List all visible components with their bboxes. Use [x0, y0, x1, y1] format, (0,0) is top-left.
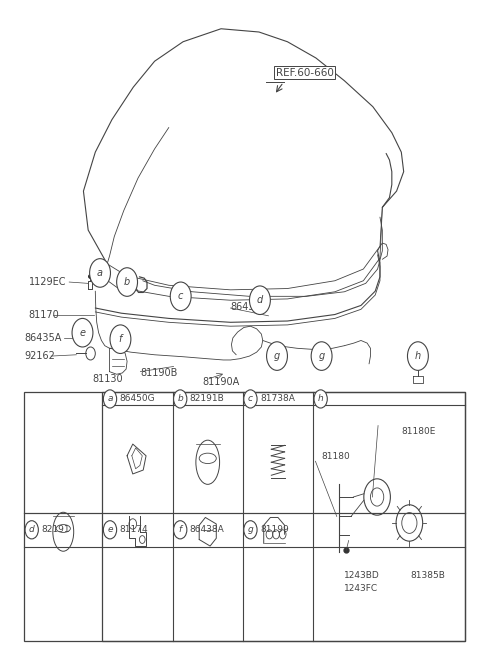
Circle shape: [25, 521, 38, 539]
Text: 1129EC: 1129EC: [29, 277, 66, 287]
Text: b: b: [177, 394, 183, 403]
Text: f: f: [179, 525, 182, 534]
Circle shape: [170, 282, 191, 310]
Text: d: d: [257, 295, 263, 305]
Text: 81385B: 81385B: [411, 571, 445, 580]
Circle shape: [72, 318, 93, 347]
Text: 86430: 86430: [230, 302, 261, 312]
Circle shape: [174, 521, 187, 539]
Circle shape: [314, 390, 327, 408]
Text: 81738A: 81738A: [260, 394, 295, 403]
Text: e: e: [107, 525, 113, 534]
Text: 81190B: 81190B: [140, 368, 178, 378]
Circle shape: [110, 325, 131, 354]
Text: 1243FC: 1243FC: [344, 584, 379, 593]
Text: g: g: [248, 525, 253, 534]
Text: 81190A: 81190A: [202, 377, 240, 387]
Circle shape: [311, 342, 332, 370]
Text: REF.60-660: REF.60-660: [276, 68, 334, 78]
Text: h: h: [318, 394, 324, 403]
Bar: [102, 392, 466, 641]
Circle shape: [244, 390, 257, 408]
Text: 82191B: 82191B: [190, 394, 225, 403]
Text: 81180E: 81180E: [401, 427, 436, 436]
Text: c: c: [248, 394, 253, 403]
Text: 86450G: 86450G: [120, 394, 155, 403]
Circle shape: [117, 268, 137, 296]
Text: 82191: 82191: [41, 525, 70, 534]
Text: 81174: 81174: [120, 525, 148, 534]
Circle shape: [174, 390, 187, 408]
Circle shape: [408, 342, 428, 370]
Text: h: h: [415, 351, 421, 361]
Text: g: g: [318, 351, 325, 361]
Text: 81199: 81199: [260, 525, 288, 534]
Circle shape: [250, 286, 270, 314]
Bar: [24, 392, 466, 641]
Circle shape: [266, 342, 288, 370]
Text: g: g: [274, 351, 280, 361]
Circle shape: [103, 390, 117, 408]
Text: a: a: [107, 394, 113, 403]
Text: 81130: 81130: [92, 375, 122, 384]
Text: d: d: [29, 525, 35, 534]
Text: 92162: 92162: [24, 351, 55, 361]
Text: f: f: [119, 334, 122, 344]
Circle shape: [90, 259, 110, 288]
Text: 1243BD: 1243BD: [344, 571, 380, 580]
Circle shape: [244, 521, 257, 539]
Text: 86435A: 86435A: [24, 333, 61, 343]
Text: c: c: [178, 291, 183, 301]
Text: a: a: [97, 268, 103, 278]
Text: 81170: 81170: [29, 310, 60, 320]
Circle shape: [103, 521, 117, 539]
Text: 86438A: 86438A: [190, 525, 225, 534]
Text: b: b: [124, 277, 130, 287]
Text: e: e: [80, 328, 85, 338]
Text: 81180: 81180: [322, 451, 350, 460]
